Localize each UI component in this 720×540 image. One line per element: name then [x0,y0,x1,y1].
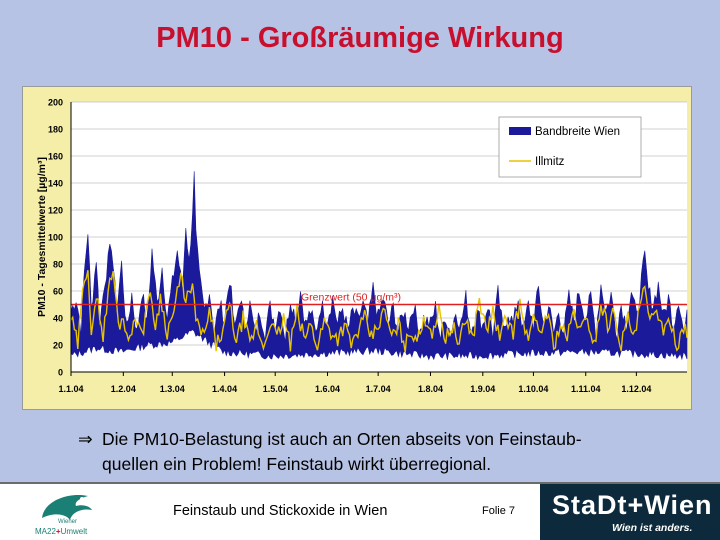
axis-layer: 0 20 40 60 80 100 120 140 160 180 200 1.1.04 1.2.04 1… [36,98,687,394]
logo-left-suffix: Umwelt [60,527,88,536]
y-tick-label: 20 [53,341,63,351]
x-tick-label: 1.1.04 [58,384,83,394]
legend-layer: Bandbreite Wien Illmitz [498,116,642,178]
threshold-layer: Grenzwert (50 µg/m³) [71,292,687,306]
y-tick-label: 60 [53,287,63,297]
footer-divider [0,482,720,484]
bullet-arrow-icon: ⇒ [78,429,93,449]
stadt-wien-logo: StaDt+Wien Wien ist anders. [540,484,720,540]
logo-left-cross-icon: + [55,527,61,536]
x-tick-label: 1.10.04 [518,384,548,394]
logo-left-text-1: Wiener [58,519,78,525]
ma22-logo-icon [42,494,92,520]
y-tick-label: 180 [48,125,63,135]
logo-left-text-2: MA22+Umwelt [35,527,87,536]
x-tick-label: 1.5.04 [263,384,288,394]
y-tick-label: 200 [48,98,63,108]
y-tick-label: 140 [48,179,63,189]
y-tick-label: 120 [48,206,63,216]
x-tick-label: 1.6.04 [315,384,340,394]
x-tick-label: 1.8.04 [418,384,443,394]
x-tick-label: 1.9.04 [470,384,495,394]
pm10-chart: Grenzwert (50 µg/m³) 0 20 40 60 80 100 120 140 1… [36,98,688,394]
x-tick-label: 1.11.04 [571,384,601,394]
y-tick-label: 0 [58,368,63,378]
chart-frame: Grenzwert (50 µg/m³) 0 20 40 60 80 100 120 140 1… [22,86,692,410]
logo-left-prefix: MA22 [35,527,56,536]
bullet-point: ⇒ Die PM10-Belastung ist auch an Orten a… [78,427,688,477]
x-tick-label: 1.7.04 [366,384,391,394]
stadt-wien-logo-text: StaDt+Wien [552,490,713,520]
threshold-label: Grenzwert (50 µg/m³) [301,292,401,304]
bullet-line-1: Die PM10-Belastung ist auch an Orten abs… [102,429,582,449]
series-line-illmitz [70,269,688,353]
y-tick-label: 40 [53,314,63,324]
band-layer [70,171,688,361]
footer-title: Feinstaub und Stickoxide in Wien [173,503,388,519]
stadt-wien-slogan: Wien ist anders. [612,522,693,534]
x-tick-label: 1.3.04 [160,384,185,394]
footer-page-number: Folie 7 [482,505,516,517]
y-tick-label: 100 [48,233,63,243]
slide-title: PM10 - Großräumige Wirkung [156,22,564,54]
y-tick-label: 80 [53,260,63,270]
y-tick-label: 160 [48,152,63,162]
line-layer [70,269,688,353]
legend-swatch-wien [509,127,531,135]
y-axis-label: PM10 - Tagesmittelwerte [µg/m³] [36,157,48,317]
legend-label-illmitz: Illmitz [535,156,565,168]
x-tick-label: 1.2.04 [111,384,136,394]
legend-label-wien: Bandbreite Wien [535,126,620,138]
series-band-wien [70,171,688,361]
bullet-line-2: quellen ein Problem! Feinstaub wirkt übe… [102,454,492,474]
x-tick-label: 1.12.04 [621,384,651,394]
x-tick-label: 1.4.04 [212,384,237,394]
